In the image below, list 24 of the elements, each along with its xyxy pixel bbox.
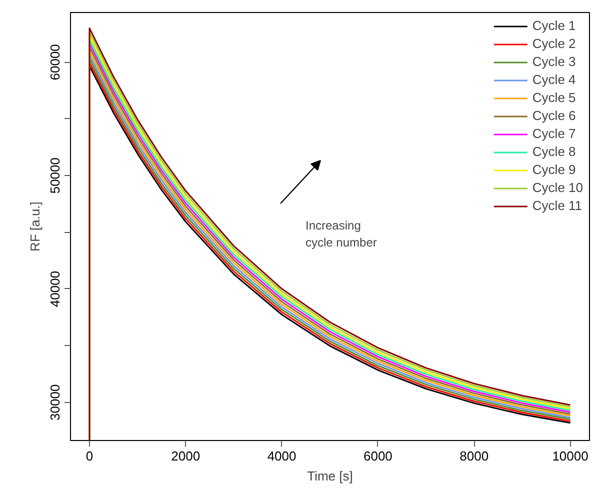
y-tick-label: 40000: [48, 270, 62, 308]
legend-label: Cycle 6: [532, 108, 576, 123]
x-tick-label: 8000: [460, 448, 489, 464]
y-tick-label: 60000: [48, 44, 62, 80]
legend-label: Cycle 7: [532, 126, 576, 141]
y-tick-label: 30000: [48, 384, 62, 420]
legend-label: Cycle 8: [532, 144, 576, 159]
x-tick-label: 4000: [267, 448, 296, 464]
legend-label: Cycle 2: [532, 36, 576, 51]
annotation: Increasing cycle number: [306, 218, 377, 250]
x-tick-label: 10000: [552, 448, 588, 464]
x-tick-label: 6000: [364, 448, 392, 464]
legend-label: Cycle 10: [532, 180, 583, 195]
y-axis-title: RF [a.u.]: [28, 202, 42, 252]
legend-label: Cycle 9: [532, 162, 576, 177]
x-tick-label: 0: [86, 448, 94, 464]
legend-label: Cycle 5: [532, 90, 576, 105]
legend-label: Cycle 11: [532, 198, 582, 213]
legend-label: Cycle 4: [532, 72, 576, 87]
y-tick-label: 50000: [48, 158, 62, 194]
legend-label: Cycle 3: [532, 54, 576, 69]
x-axis-title: Time [s]: [307, 468, 353, 484]
x-tick-label: 2000: [171, 448, 200, 464]
legend-label: Cycle 1: [532, 18, 576, 33]
